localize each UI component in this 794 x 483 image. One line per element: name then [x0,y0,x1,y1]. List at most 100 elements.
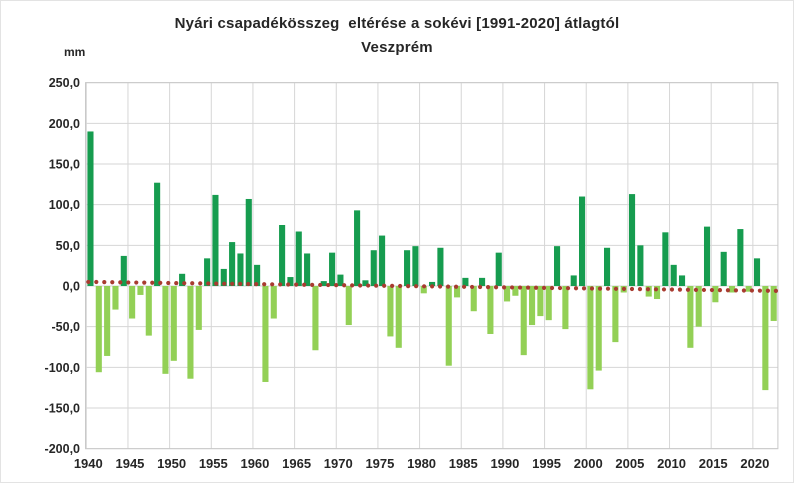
trend-dot [398,283,403,289]
trend-dot [501,285,507,290]
bar-1988 [487,286,494,334]
bar-1977 [395,286,402,348]
trend-dot [621,286,627,292]
bar-1953 [195,286,202,330]
bar-1983 [445,286,452,366]
bar-1958 [237,253,244,286]
trend-dot [741,288,747,293]
bar-1974 [370,250,377,286]
trend-dot [581,286,587,291]
trend-dot [278,282,283,287]
bar-2008 [653,286,661,300]
bar-1982 [437,247,444,286]
bar-1948 [154,182,161,286]
trend-dot [661,287,667,292]
trend-dot [422,284,427,289]
y-tick-label: -200,0 [45,442,80,456]
bar-1973 [362,280,369,286]
x-tick-label: 1975 [365,456,394,471]
trend-dot [318,282,323,288]
trend-dot [238,281,243,287]
trend-dot [230,281,235,286]
trend-dot [142,280,147,285]
trend-dot [182,281,187,286]
bar-1946 [137,286,144,295]
trend-dot [597,286,603,291]
bar-2002 [604,247,611,286]
trend-dot [669,287,675,292]
bar-1963 [279,224,286,286]
bar-2018 [737,229,744,286]
trend-dot [342,283,347,288]
trend-dot [350,283,355,288]
trend-dot [246,281,251,287]
x-tick-label: 1970 [324,456,353,471]
trend-dot [573,286,579,291]
bar-2021 [762,286,769,391]
trend-dot [517,285,523,290]
trend-dot [166,280,171,286]
bar-1950 [170,286,177,361]
trend-dot [102,280,107,285]
bar-2014 [703,226,711,286]
bar-1993 [529,286,536,326]
bar-1976 [387,286,394,337]
trend-dot [565,286,571,291]
bar-1970 [337,274,344,286]
bar-1951 [179,273,186,286]
bar-1962 [270,286,277,319]
y-tick-label: 0,0 [63,280,80,294]
bar-1994 [537,286,544,317]
trend-dot [693,287,699,292]
bar-1968 [320,281,327,286]
bar-1954 [204,258,211,286]
trend-dot [390,283,395,288]
bar-1999 [579,196,586,286]
bar-2003 [612,286,619,343]
bar-1943 [112,286,119,310]
bar-1997 [562,286,569,330]
trend-dot [653,287,659,292]
bar-1998 [570,275,577,286]
trend-dot [701,287,707,293]
x-tick-label: 1950 [157,456,186,471]
bar-1979 [412,246,419,286]
trend-dot [134,280,139,285]
bar-1978 [404,250,411,286]
trend-dot [525,285,531,290]
trend-dot [469,284,475,290]
trend-dot [414,284,419,289]
trend-dot [126,280,131,285]
bar-1947 [145,286,152,336]
bar-2011 [678,275,686,286]
trend-dot [86,279,91,285]
x-tick-label: 1980 [407,456,436,471]
trend-dot [214,281,219,286]
trend-dot [334,283,339,288]
trend-dot [733,288,739,293]
trend-dot [493,285,499,290]
bar-1989 [495,252,502,286]
trend-dot [549,285,555,291]
bar-2016 [720,251,727,286]
bar-1940 [87,131,94,286]
trend-dot [366,283,371,288]
trend-dot [190,281,195,286]
trend-dot [198,281,203,286]
bar-2005 [628,194,636,286]
bar-1949 [162,286,169,374]
trend-dot [725,288,731,293]
bar-1961 [262,286,269,382]
x-tick-label: 1960 [240,456,269,471]
trend-dot [358,283,363,288]
bar-1996 [554,246,561,286]
bar-1980 [420,286,427,294]
trend-dot [150,280,155,285]
trend-dot [382,283,387,288]
trend-dot [541,285,547,290]
trend-dot [206,281,211,286]
trend-dot [717,288,723,293]
y-axis-unit-label: mm [64,45,86,59]
trend-dot [430,284,435,289]
bar-1981 [429,281,436,286]
